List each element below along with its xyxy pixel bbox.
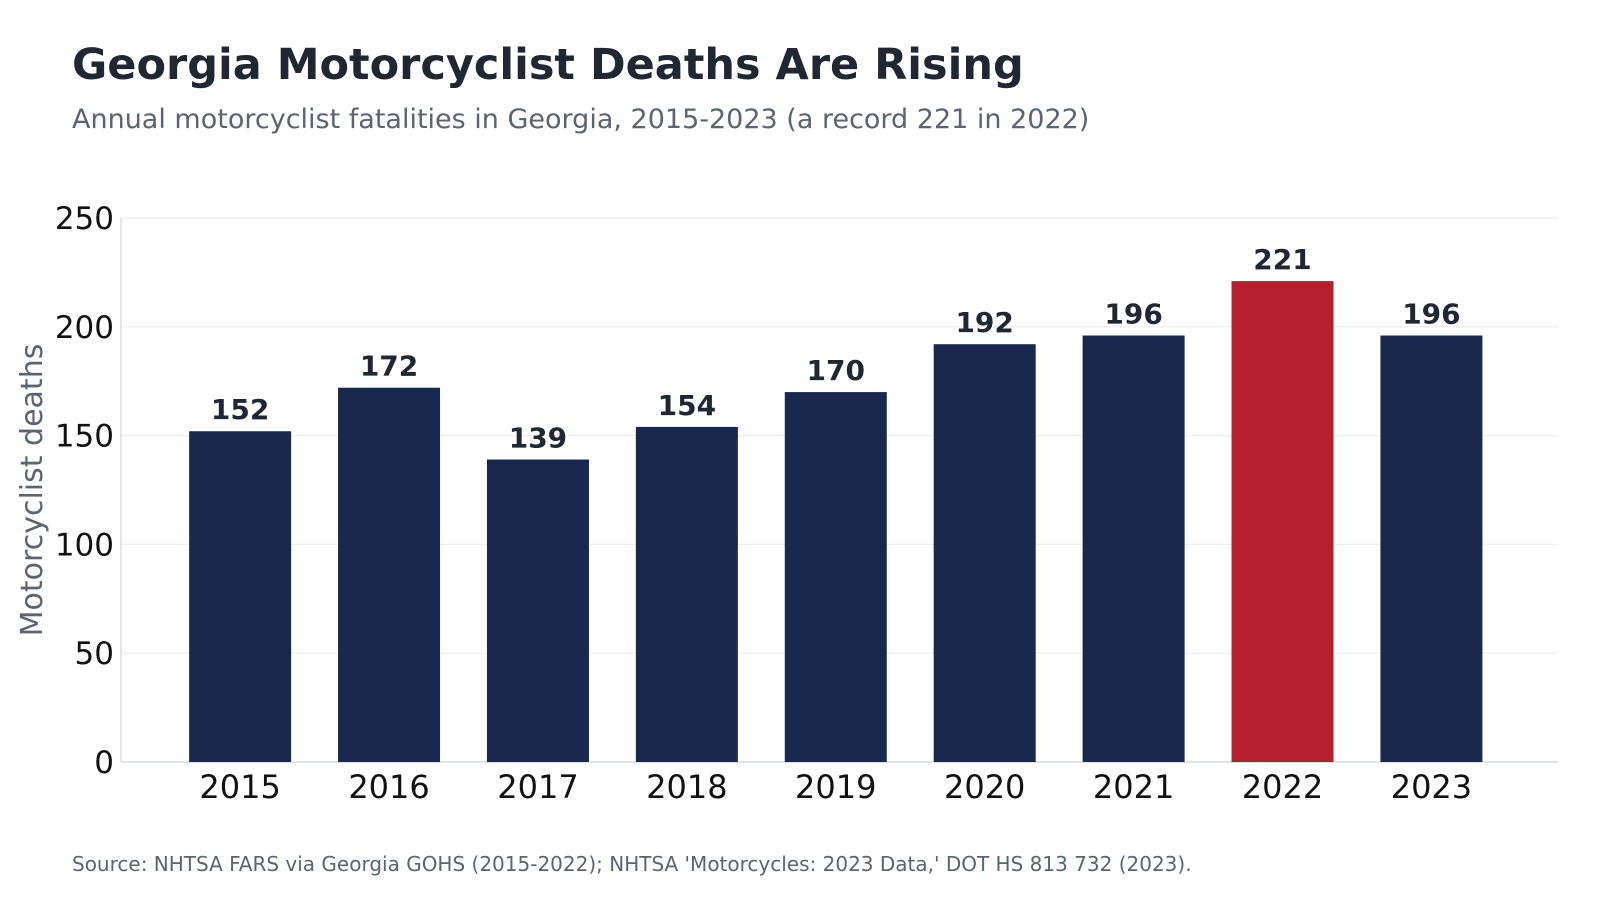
y-tick-label: 200 [55, 310, 114, 346]
source-note: Source: NHTSA FARS via Georgia GOHS (201… [72, 852, 1192, 876]
x-tick-label: 2022 [1242, 768, 1323, 806]
y-tick-label: 100 [55, 527, 114, 563]
tick-labels: 0 50 100 150 200 250 2015 2016 2017 2018 2019 2020 2… [55, 201, 1472, 806]
data-label-2022: 221 [1253, 243, 1311, 276]
x-tick-label: 2016 [348, 768, 429, 806]
bar-2023 [1380, 335, 1483, 762]
y-tick-label: 50 [75, 636, 114, 672]
data-label-2018: 154 [658, 389, 716, 422]
x-tick-label: 2021 [1093, 768, 1174, 806]
chart-subtitle: Annual motorcyclist fatalities in Georgi… [72, 104, 1090, 135]
y-tick-label: 150 [55, 419, 114, 455]
data-label-2023: 196 [1402, 298, 1460, 331]
x-tick-label: 2023 [1391, 768, 1472, 806]
data-label-2016: 172 [360, 350, 418, 383]
x-tick-label: 2015 [199, 768, 280, 806]
chart-title: Georgia Motorcyclist Deaths Are Rising [72, 40, 1024, 90]
x-tick-label: 2017 [497, 768, 578, 806]
bar-2021 [1082, 335, 1185, 762]
data-label-2017: 139 [509, 422, 567, 455]
data-label-2021: 196 [1104, 298, 1162, 331]
y-tick-label: 0 [94, 745, 114, 781]
bar-2022 [1231, 281, 1334, 762]
data-label-2015: 152 [211, 393, 269, 426]
y-tick-label: 250 [55, 201, 114, 237]
data-label-2020: 192 [955, 306, 1013, 339]
y-axis-label: Motorcyclist deaths [15, 344, 50, 637]
bar-2019 [784, 392, 887, 762]
bar-2015 [189, 431, 292, 762]
bar-2016 [338, 387, 441, 762]
bar-2017 [486, 459, 589, 762]
x-tick-label: 2020 [944, 768, 1025, 806]
data-labels: 152 172 139 154 170 192 196 221 196 [211, 243, 1461, 454]
x-tick-label: 2019 [795, 768, 876, 806]
bars [189, 281, 1483, 762]
data-label-2019: 170 [807, 354, 865, 387]
bar-2020 [933, 344, 1036, 762]
bar-2018 [635, 426, 738, 762]
x-tick-label: 2018 [646, 768, 727, 806]
